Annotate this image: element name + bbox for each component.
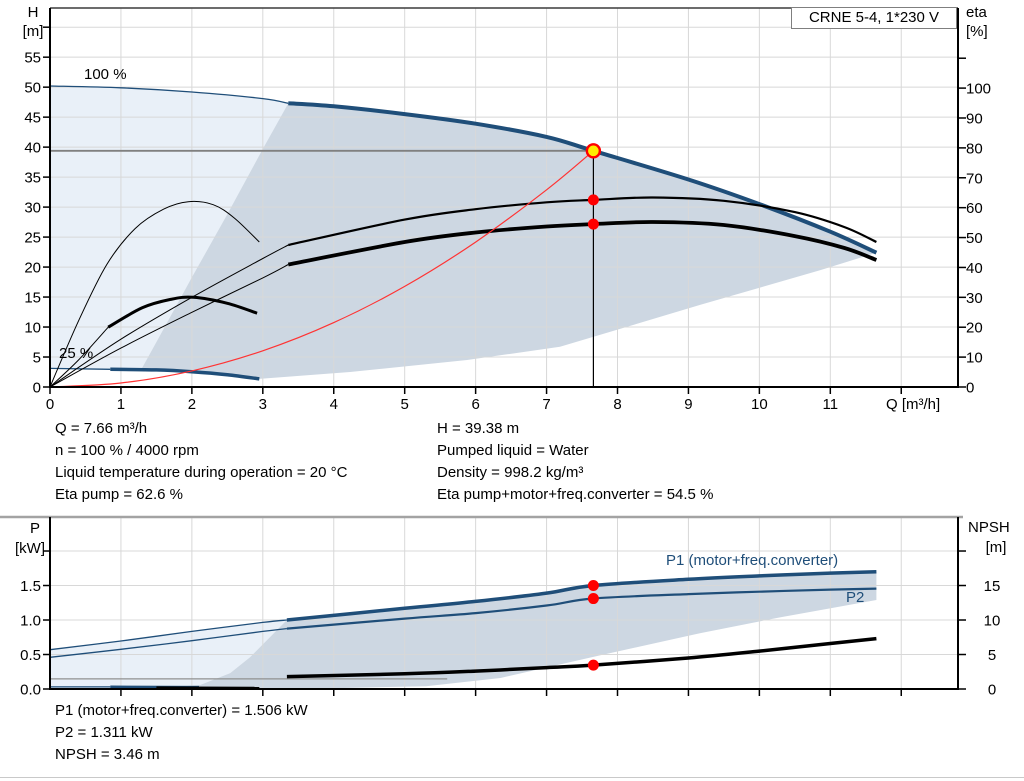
control-curve bbox=[49, 150, 594, 388]
result-p1: P1 (motor+freq.converter) = 1.506 kW bbox=[55, 702, 308, 719]
x-tick-label: 5 bbox=[401, 396, 409, 413]
right-tick-label: 70 bbox=[966, 170, 983, 187]
duty-data-left: Q = 7.66 m³/h n = 100 % / 4000 rpm Liqui… bbox=[55, 420, 347, 508]
x-tick-label: 0 bbox=[46, 396, 54, 413]
right-tick-label: 0 bbox=[988, 682, 996, 699]
x-tick-label: 4 bbox=[330, 396, 338, 413]
right-tick-label: 10 bbox=[984, 613, 1001, 630]
right-tick-label: 20 bbox=[966, 320, 983, 337]
duty-eta-total: Eta pump+motor+freq.converter = 54.5 % bbox=[437, 486, 714, 503]
x-tick-label: 10 bbox=[751, 396, 768, 413]
eta-total-curve-25pct bbox=[107, 295, 258, 329]
eta-pump-curve-thin bbox=[49, 244, 289, 388]
eta-total-curve bbox=[287, 220, 878, 267]
p1-curve-label: P1 (motor+freq.converter) bbox=[666, 552, 839, 569]
speed-label-100: 100 % bbox=[84, 66, 127, 83]
right-tick-label: 15 bbox=[984, 578, 1001, 595]
x-tick-label: 9 bbox=[684, 396, 692, 413]
qh-curve-25pct-thin bbox=[49, 367, 111, 370]
eta-total-curve-25pct-thin bbox=[49, 326, 109, 388]
p-axis-unit: [kW] bbox=[15, 540, 45, 557]
x-tick-label: 6 bbox=[471, 396, 479, 413]
left-tick-label: 50 bbox=[24, 80, 41, 97]
left-tick-label: 1.0 bbox=[20, 613, 41, 630]
p-axis-title: P bbox=[29, 520, 40, 537]
right-tick-label: 0 bbox=[966, 380, 974, 397]
left-tick-label: 55 bbox=[24, 50, 41, 67]
right-tick-label: 5 bbox=[988, 647, 996, 664]
duty-n: n = 100 % / 4000 rpm bbox=[55, 442, 199, 459]
npsh-dot bbox=[587, 659, 599, 671]
duty-data-right: H = 39.38 m Pumped liquid = Water Densit… bbox=[437, 420, 713, 508]
duty-eta-pump: Eta pump = 62.6 % bbox=[55, 486, 183, 503]
left-tick-label: 45 bbox=[24, 110, 41, 127]
duty-h: H = 39.38 m bbox=[437, 420, 520, 437]
left-tick-label: 25 bbox=[24, 230, 41, 247]
duty-range-dark bbox=[140, 103, 877, 379]
duty-density: Density = 998.2 kg/m³ bbox=[437, 464, 584, 481]
power-range-dark bbox=[149, 571, 877, 689]
q-axis-title: Q [m³/h] bbox=[886, 396, 941, 413]
x-tick-label: 3 bbox=[259, 396, 267, 413]
npsh-axis-unit: [m] bbox=[985, 539, 1007, 556]
x-tick-label: 11 bbox=[823, 396, 839, 413]
left-tick-label: 35 bbox=[24, 170, 41, 187]
p1-dot bbox=[587, 580, 599, 592]
x-tick-label: 1 bbox=[117, 396, 125, 413]
eta-pump-curve-25pct bbox=[49, 200, 260, 388]
p1-curve-thin bbox=[49, 619, 287, 651]
p2-dot bbox=[587, 593, 599, 605]
right-tick-label: 50 bbox=[966, 230, 983, 247]
x-tick-label: 2 bbox=[188, 396, 196, 413]
x-tick-label: 8 bbox=[613, 396, 621, 413]
eta-axis-unit: [%] bbox=[966, 23, 988, 40]
npsh-axis-title: NPSH bbox=[968, 519, 1010, 536]
allowed-range-light bbox=[50, 86, 289, 371]
left-tick-label: 40 bbox=[24, 140, 41, 157]
left-tick-label: 5 bbox=[33, 350, 41, 367]
pump-model-box: CRNE 5-4, 1*230 V bbox=[791, 7, 957, 29]
p2-curve-label: P2 bbox=[846, 589, 865, 606]
eta-pump-curve bbox=[288, 196, 877, 247]
qh-curve-25pct bbox=[110, 367, 260, 381]
duty-point[interactable] bbox=[585, 143, 602, 159]
speed-label-25: 25 % bbox=[59, 345, 94, 362]
p2-curve-thin bbox=[49, 627, 287, 658]
right-tick-label: 90 bbox=[966, 110, 983, 127]
left-tick-label: 30 bbox=[24, 200, 41, 217]
left-tick-label: 0.0 bbox=[20, 682, 41, 699]
right-tick-label: 60 bbox=[966, 200, 983, 217]
duty-temp: Liquid temperature during operation = 20… bbox=[55, 464, 348, 481]
right-tick-label: 100 bbox=[966, 81, 991, 98]
left-tick-label: 1.5 bbox=[20, 578, 41, 595]
right-tick-label: 30 bbox=[966, 290, 983, 307]
eta-total-curve-thin bbox=[49, 264, 289, 388]
right-tick-label: 10 bbox=[966, 350, 983, 367]
right-tick-label: 40 bbox=[966, 260, 983, 277]
eta-axis-title: eta bbox=[966, 4, 987, 21]
duty-q: Q = 7.66 m³/h bbox=[55, 420, 148, 437]
left-tick-label: 15 bbox=[24, 290, 41, 307]
left-tick-label: 0 bbox=[33, 380, 41, 397]
result-data-block: P1 (motor+freq.converter) = 1.506 kW P2 … bbox=[55, 702, 308, 768]
left-tick-label: 10 bbox=[24, 320, 41, 337]
bottom-separator bbox=[0, 777, 1024, 778]
left-tick-label: 0.5 bbox=[20, 647, 41, 664]
eta-total-dot bbox=[587, 218, 599, 230]
eta-pump-dot bbox=[587, 194, 599, 206]
result-p2: P2 = 1.311 kW bbox=[55, 724, 153, 741]
x-tick-label: 7 bbox=[542, 396, 550, 413]
h-axis-unit: [m] bbox=[22, 23, 44, 40]
h-axis-title: H bbox=[27, 4, 39, 21]
duty-liquid: Pumped liquid = Water bbox=[437, 442, 589, 459]
result-npsh: NPSH = 3.46 m bbox=[55, 746, 160, 763]
qh-curve-100pct-thin bbox=[49, 85, 289, 104]
qh-curve-100pct bbox=[288, 101, 878, 255]
right-tick-label: 80 bbox=[966, 140, 983, 157]
left-tick-label: 20 bbox=[24, 260, 41, 277]
